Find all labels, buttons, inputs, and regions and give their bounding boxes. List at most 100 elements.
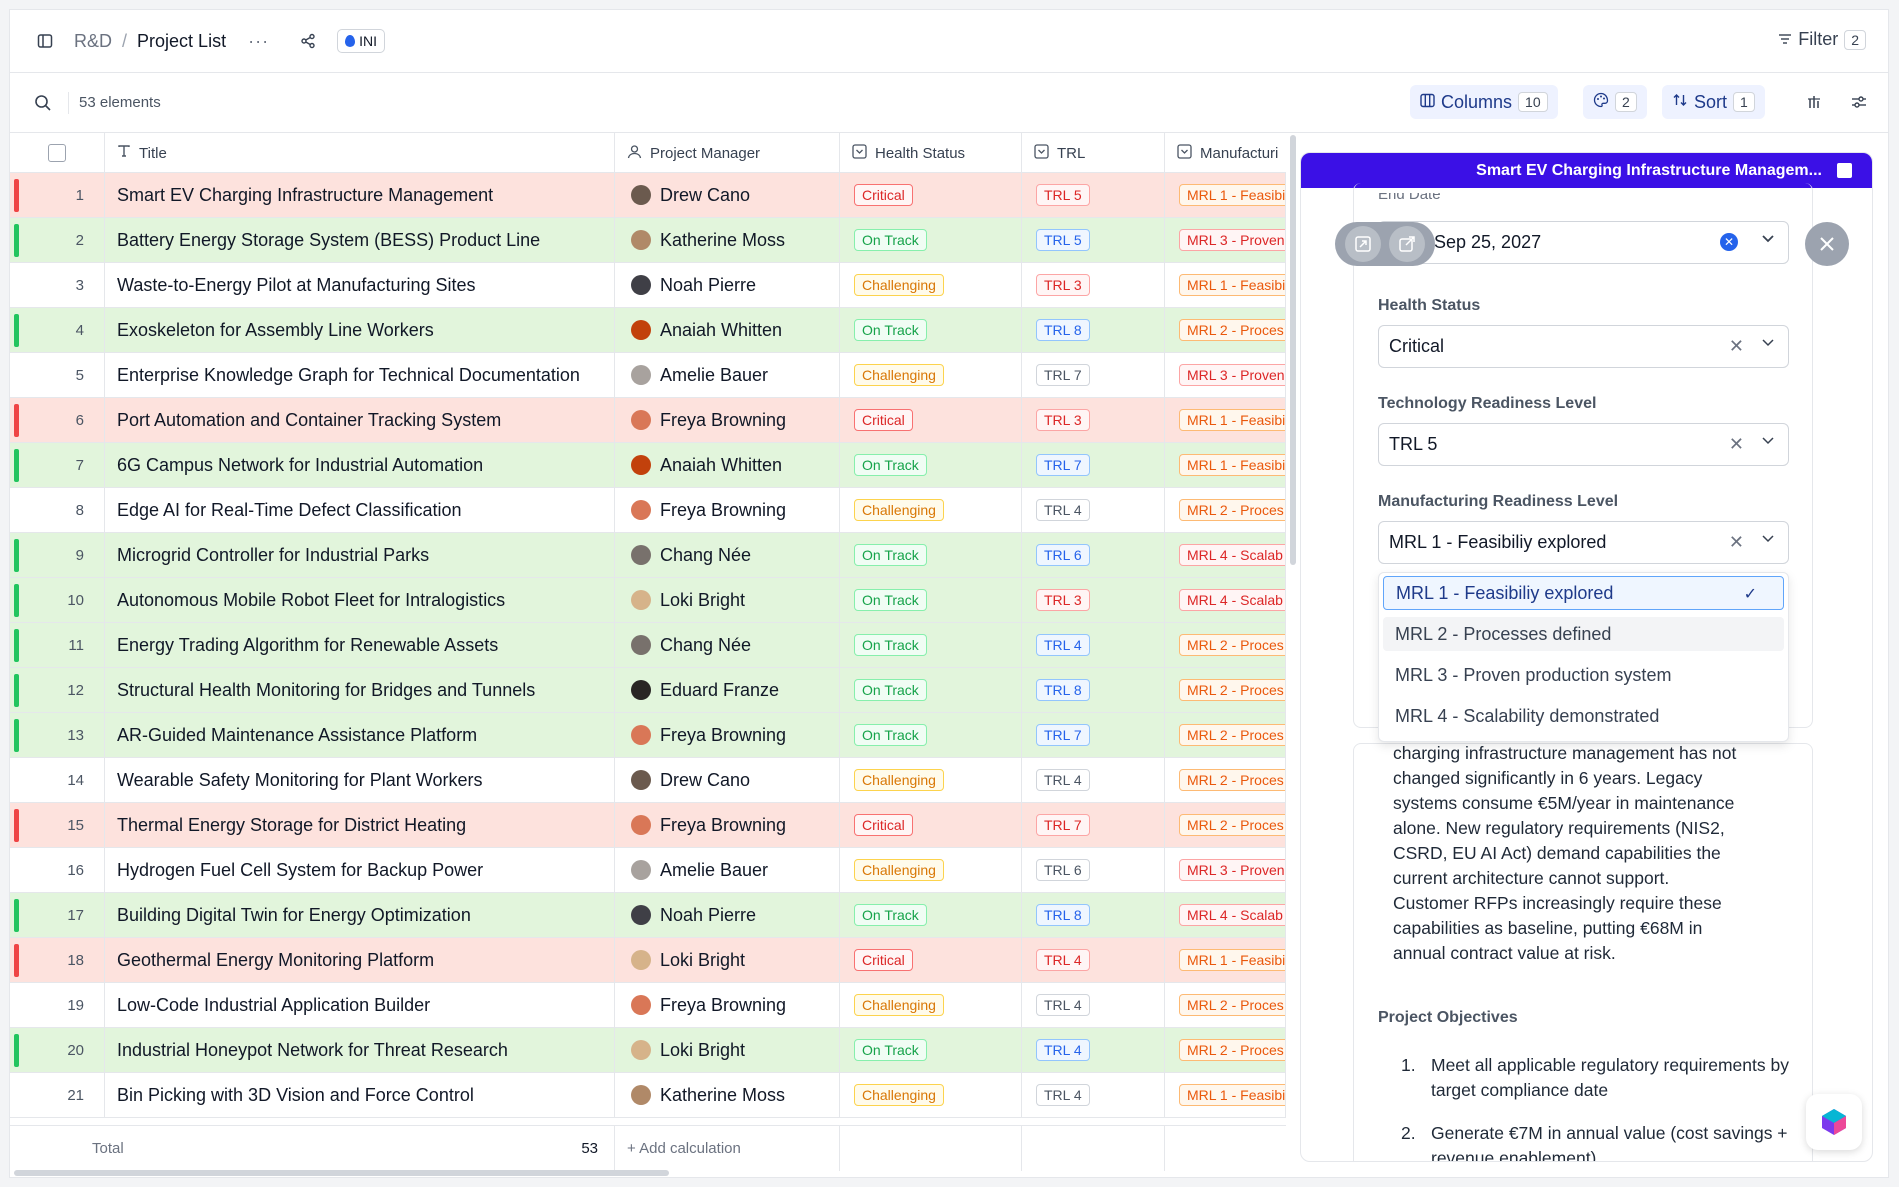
manager-cell[interactable]: Chang Née [615, 533, 840, 577]
table-row[interactable]: 8 Edge AI for Real-Time Defect Classifica… [10, 488, 1286, 533]
column-header-title[interactable]: Title [105, 133, 615, 173]
title-cell[interactable]: 6G Campus Network for Industrial Automat… [105, 443, 615, 487]
trl-select[interactable]: TRL 5 ✕ [1378, 423, 1789, 466]
mrl-option[interactable]: MRL 3 - Proven production system [1383, 658, 1784, 692]
sidebar-toggle-icon[interactable] [34, 30, 56, 52]
manager-cell[interactable]: Amelie Bauer [615, 848, 840, 892]
mrl-cell[interactable]: MRL 2 - Proces [1165, 308, 1286, 352]
table-row[interactable]: 6 Port Automation and Container Tracking … [10, 398, 1286, 443]
health-cell[interactable]: On Track [840, 668, 1022, 712]
health-cell[interactable]: Critical [840, 398, 1022, 442]
trl-cell[interactable]: TRL 7 [1022, 713, 1165, 757]
table-row[interactable]: 2 Battery Energy Storage System (BESS) Pr… [10, 218, 1286, 263]
health-cell[interactable]: On Track [840, 713, 1022, 757]
manager-cell[interactable]: Eduard Franze [615, 668, 840, 712]
initiative-tag[interactable]: INI [337, 29, 385, 53]
table-row[interactable]: 11 Energy Trading Algorithm for Renewable… [10, 623, 1286, 668]
mrl-option[interactable]: MRL 1 - Feasibiliy explored ✓ [1383, 576, 1784, 610]
health-cell[interactable]: Critical [840, 173, 1022, 217]
title-cell[interactable]: Autonomous Mobile Robot Fleet for Intral… [105, 578, 615, 622]
mrl-cell[interactable]: MRL 1 - Feasibi [1165, 938, 1286, 982]
manager-cell[interactable]: Freya Browning [615, 983, 840, 1027]
manager-cell[interactable]: Drew Cano [615, 758, 840, 802]
settings-sliders-icon[interactable] [1848, 91, 1870, 113]
clear-icon[interactable]: ✕ [1728, 532, 1744, 552]
title-cell[interactable]: Structural Health Monitoring for Bridges… [105, 668, 615, 712]
manager-cell[interactable]: Freya Browning [615, 488, 840, 532]
manager-cell[interactable]: Freya Browning [615, 398, 840, 442]
health-cell[interactable]: On Track [840, 218, 1022, 262]
mrl-cell[interactable]: MRL 2 - Proces [1165, 623, 1286, 667]
manager-cell[interactable]: Loki Bright [615, 938, 840, 982]
health-cell[interactable]: Challenging [840, 848, 1022, 892]
horizontal-scrollbar[interactable] [14, 1170, 669, 1176]
mrl-cell[interactable]: MRL 2 - Proces [1165, 983, 1286, 1027]
trl-cell[interactable]: TRL 8 [1022, 893, 1165, 937]
table-row[interactable]: 12 Structural Health Monitoring for Bridg… [10, 668, 1286, 713]
manager-cell[interactable]: Noah Pierre [615, 893, 840, 937]
table-row[interactable]: 17 Building Digital Twin for Energy Optim… [10, 893, 1286, 938]
trl-cell[interactable]: TRL 3 [1022, 398, 1165, 442]
title-cell[interactable]: Smart EV Charging Infrastructure Managem… [105, 173, 615, 217]
mrl-cell[interactable]: MRL 2 - Proces [1165, 1028, 1286, 1072]
minimize-icon[interactable] [1837, 163, 1852, 178]
mrl-cell[interactable]: MRL 4 - Scalab [1165, 533, 1286, 577]
trl-cell[interactable]: TRL 4 [1022, 1073, 1165, 1117]
mrl-select[interactable]: MRL 1 - Feasibiliy explored ✕ [1378, 521, 1789, 564]
breadcrumb-parent[interactable]: R&D [74, 30, 113, 51]
manager-cell[interactable]: Freya Browning [615, 713, 840, 757]
mrl-cell[interactable]: MRL 1 - Feasibi [1165, 1073, 1286, 1117]
manager-cell[interactable]: Loki Bright [615, 1028, 840, 1072]
title-cell[interactable]: Low-Code Industrial Application Builder [105, 983, 615, 1027]
share-icon[interactable] [297, 30, 319, 52]
open-page-icon[interactable] [1389, 226, 1425, 262]
sort-button[interactable]: Sort 1 [1662, 85, 1765, 119]
title-cell[interactable]: Geothermal Energy Monitoring Platform [105, 938, 615, 982]
chevron-down-icon[interactable] [1760, 334, 1776, 355]
health-cell[interactable]: On Track [840, 578, 1022, 622]
trl-cell[interactable]: TRL 4 [1022, 758, 1165, 802]
health-cell[interactable]: Challenging [840, 1073, 1022, 1117]
manager-cell[interactable]: Drew Cano [615, 173, 840, 217]
health-cell[interactable]: Challenging [840, 758, 1022, 802]
mrl-cell[interactable]: MRL 3 - Proven [1165, 848, 1286, 892]
manager-cell[interactable]: Chang Née [615, 623, 840, 667]
trl-cell[interactable]: TRL 8 [1022, 308, 1165, 352]
health-cell[interactable]: Challenging [840, 983, 1022, 1027]
health-cell[interactable]: Critical [840, 803, 1022, 847]
trl-cell[interactable]: TRL 6 [1022, 848, 1165, 892]
vertical-scrollbar[interactable] [1290, 135, 1296, 565]
mrl-cell[interactable]: MRL 2 - Proces [1165, 758, 1286, 802]
mrl-cell[interactable]: MRL 1 - Feasibi [1165, 398, 1286, 442]
chevron-down-icon[interactable] [1760, 432, 1776, 453]
column-header-mrl[interactable]: Manufacturi [1165, 133, 1286, 173]
title-cell[interactable]: Building Digital Twin for Energy Optimiz… [105, 893, 615, 937]
table-row[interactable]: 18 Geothermal Energy Monitoring Platform L… [10, 938, 1286, 983]
trl-cell[interactable]: TRL 5 [1022, 173, 1165, 217]
trl-cell[interactable]: TRL 7 [1022, 353, 1165, 397]
trl-cell[interactable]: TRL 4 [1022, 623, 1165, 667]
color-rules-button[interactable]: 2 [1583, 85, 1647, 119]
health-status-select[interactable]: Critical ✕ [1378, 325, 1789, 368]
manager-cell[interactable]: Katherine Moss [615, 218, 840, 262]
health-cell[interactable]: Challenging [840, 488, 1022, 532]
trl-cell[interactable]: TRL 8 [1022, 668, 1165, 712]
health-cell[interactable]: On Track [840, 533, 1022, 577]
mrl-cell[interactable]: MRL 1 - Feasibi [1165, 443, 1286, 487]
title-cell[interactable]: Microgrid Controller for Industrial Park… [105, 533, 615, 577]
health-cell[interactable]: Challenging [840, 353, 1022, 397]
table-row[interactable]: 21 Bin Picking with 3D Vision and Force C… [10, 1073, 1286, 1118]
health-cell[interactable]: On Track [840, 893, 1022, 937]
trl-cell[interactable]: TRL 6 [1022, 533, 1165, 577]
table-row[interactable]: 13 AR-Guided Maintenance Assistance Platf… [10, 713, 1286, 758]
column-header-trl[interactable]: TRL [1022, 133, 1165, 173]
title-cell[interactable]: Industrial Honeypot Network for Threat R… [105, 1028, 615, 1072]
column-header-manager[interactable]: Project Manager [615, 133, 840, 173]
mrl-option[interactable]: MRL 4 - Scalability demonstrated [1383, 699, 1784, 733]
assistant-button[interactable] [1806, 1094, 1862, 1150]
trl-cell[interactable]: TRL 7 [1022, 803, 1165, 847]
title-cell[interactable]: Exoskeleton for Assembly Line Workers [105, 308, 615, 352]
mrl-cell[interactable]: MRL 4 - Scalab [1165, 893, 1286, 937]
mrl-cell[interactable]: MRL 2 - Proces [1165, 488, 1286, 532]
trl-cell[interactable]: TRL 4 [1022, 938, 1165, 982]
